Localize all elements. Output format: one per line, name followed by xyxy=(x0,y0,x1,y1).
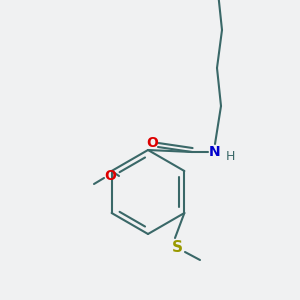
Text: H: H xyxy=(225,151,235,164)
Text: O: O xyxy=(104,169,116,183)
Text: O: O xyxy=(146,136,158,150)
Text: N: N xyxy=(209,145,221,159)
Text: S: S xyxy=(172,241,182,256)
